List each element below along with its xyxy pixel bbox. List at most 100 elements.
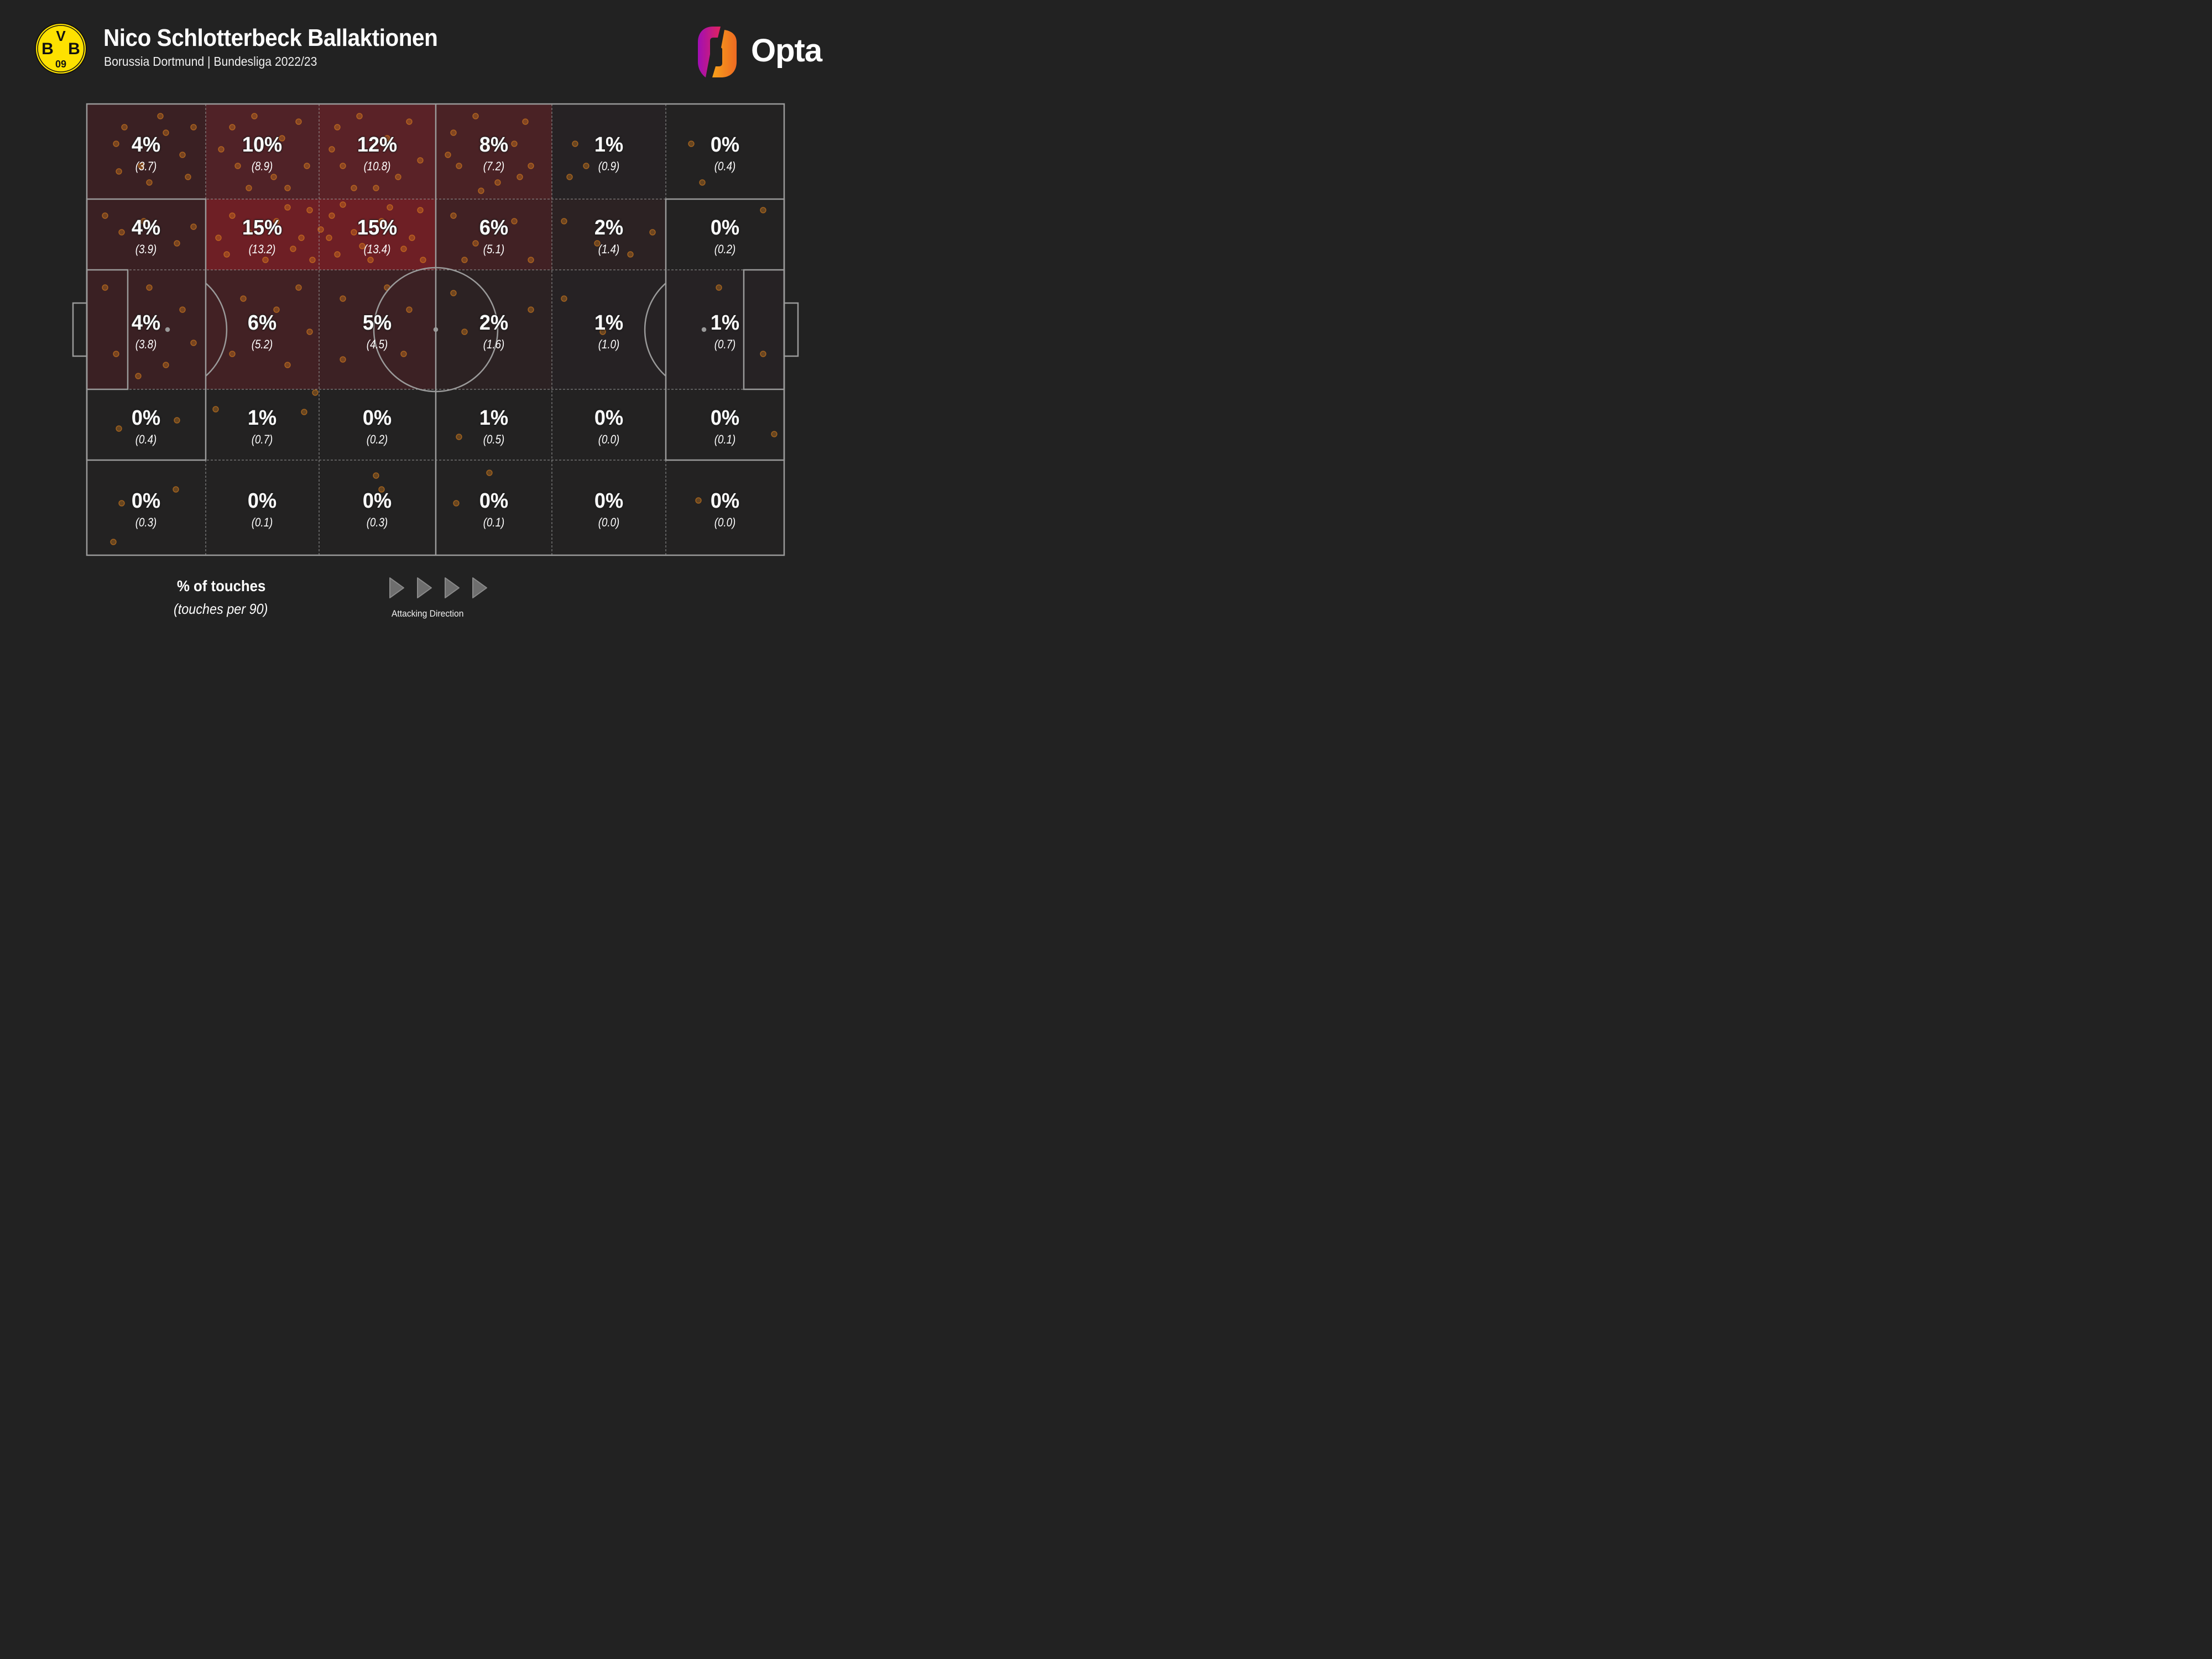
zone-per90: (0.7) [251, 432, 273, 446]
zone-label: 0% (0.0) [551, 407, 667, 448]
zone-percent: 1% [710, 311, 740, 335]
zone-percent: 0% [247, 489, 277, 513]
zone-percent: 2% [479, 311, 509, 335]
zone-per90: (0.5) [483, 432, 505, 446]
zone-per90: (0.7) [714, 337, 736, 351]
zone-percent: 0% [362, 489, 392, 513]
zone-label: 6% (5.1) [436, 217, 552, 258]
zone-percent: 0% [131, 406, 161, 430]
zone-label: 1% (0.5) [436, 407, 552, 448]
zone-label: 12% (10.8) [319, 134, 435, 175]
zone-per90: (0.0) [598, 515, 620, 529]
zone-label: 0% (0.1) [204, 490, 320, 531]
zone-label: 4% (3.9) [88, 217, 204, 258]
zone-label: 15% (13.4) [319, 217, 435, 258]
attacking-direction-label: Attacking Direction [392, 608, 464, 619]
zone-label: 6% (5.2) [204, 312, 320, 353]
zone-percent: 2% [594, 216, 624, 239]
zone-per90: (0.9) [598, 159, 620, 173]
zone-label: 0% (0.1) [667, 407, 783, 448]
zone-per90: (1.4) [598, 242, 620, 256]
zone-label: 0% (0.4) [88, 407, 204, 448]
zone-label: 0% (0.0) [551, 490, 667, 531]
zone-percent: 0% [479, 489, 509, 513]
zone-per90: (3.7) [135, 159, 157, 173]
zone-percent: 6% [247, 311, 277, 335]
legend-title: % of touches [177, 577, 266, 594]
zone-percent: 0% [594, 489, 624, 513]
zone-per90: (10.8) [363, 159, 391, 173]
zone-per90: (1.6) [483, 337, 505, 351]
zone-label: 1% (0.9) [551, 134, 667, 175]
zone-percent: 4% [131, 216, 161, 239]
zone-label: 2% (1.4) [551, 217, 667, 258]
zone-label: 0% (0.2) [319, 407, 435, 448]
opta-wordmark: Opta [751, 33, 822, 69]
zone-label: 1% (0.7) [204, 407, 320, 448]
zone-percent: 0% [710, 406, 740, 430]
zone-label: 4% (3.7) [88, 134, 204, 175]
bvb-crest-icon: V B B 09 [35, 23, 87, 75]
zone-label: 0% (0.1) [436, 490, 552, 531]
zone-per90: (0.1) [483, 515, 505, 529]
zone-percent: 15% [357, 216, 398, 239]
zone-per90: (3.8) [135, 337, 157, 351]
opta-logo-icon [698, 27, 737, 77]
zone-label: 0% (0.3) [319, 490, 435, 531]
zone-per90: (0.2) [366, 432, 388, 446]
zone-percent: 8% [479, 133, 509, 156]
crest-number: 09 [55, 59, 66, 70]
zone-per90: (0.0) [714, 515, 736, 529]
zone-per90: (0.0) [598, 432, 620, 446]
zone-label: 8% (7.2) [436, 134, 552, 175]
zone-per90: (0.3) [135, 515, 157, 529]
zone-label: 10% (8.9) [204, 134, 320, 175]
zone-percent: 0% [710, 216, 740, 239]
zone-per90: (5.2) [251, 337, 273, 351]
zone-percent: 12% [357, 133, 398, 156]
crest-letter-left: B [41, 40, 54, 58]
zone-percent: 1% [247, 406, 277, 430]
zone-percent: 5% [362, 311, 392, 335]
zone-label: 1% (1.0) [551, 312, 667, 353]
zone-per90: (0.3) [366, 515, 388, 529]
zone-label: 0% (0.4) [667, 134, 783, 175]
page-title: Nico Schlotterbeck Ballaktionen [103, 24, 438, 51]
crest-letter-top: V [56, 28, 66, 44]
zone-per90: (0.4) [135, 432, 157, 446]
legend-subtitle: (touches per 90) [174, 601, 268, 617]
zone-percent: 0% [710, 489, 740, 513]
zone-per90: (13.4) [363, 242, 391, 256]
zone-percent: 1% [594, 311, 624, 335]
zone-label: 0% (0.0) [667, 490, 783, 531]
zone-label: 15% (13.2) [204, 217, 320, 258]
zone-per90: (0.1) [714, 432, 736, 446]
zone-percent: 4% [131, 133, 161, 156]
crest-letter-right: B [68, 40, 80, 58]
pitch-heatmap [72, 103, 799, 556]
zone-percent: 10% [242, 133, 283, 156]
zone-percent: 0% [362, 406, 392, 430]
zone-per90: (8.9) [251, 159, 273, 173]
zone-per90: (4.5) [366, 337, 388, 351]
zone-per90: (13.2) [248, 242, 276, 256]
zone-percent: 6% [479, 216, 509, 239]
zone-label: 2% (1.6) [436, 312, 552, 353]
page-subtitle: Borussia Dortmund | Bundesliga 2022/23 [104, 54, 317, 69]
zone-percent: 1% [479, 406, 509, 430]
zone-percent: 4% [131, 311, 161, 335]
attacking-direction-arrows-icon [389, 577, 487, 598]
zone-label: 5% (4.5) [319, 312, 435, 353]
zone-percent: 0% [710, 133, 740, 156]
zone-per90: (5.1) [483, 242, 505, 256]
zone-percent: 0% [131, 489, 161, 513]
zone-percent: 15% [242, 216, 283, 239]
zone-label: 4% (3.8) [88, 312, 204, 353]
zone-per90: (0.4) [714, 159, 736, 173]
zone-per90: (1.0) [598, 337, 620, 351]
zone-per90: (0.2) [714, 242, 736, 256]
zone-percent: 0% [594, 406, 624, 430]
touch-dots [102, 113, 778, 545]
zone-label: 1% (0.7) [667, 312, 783, 353]
zone-label: 0% (0.3) [88, 490, 204, 531]
